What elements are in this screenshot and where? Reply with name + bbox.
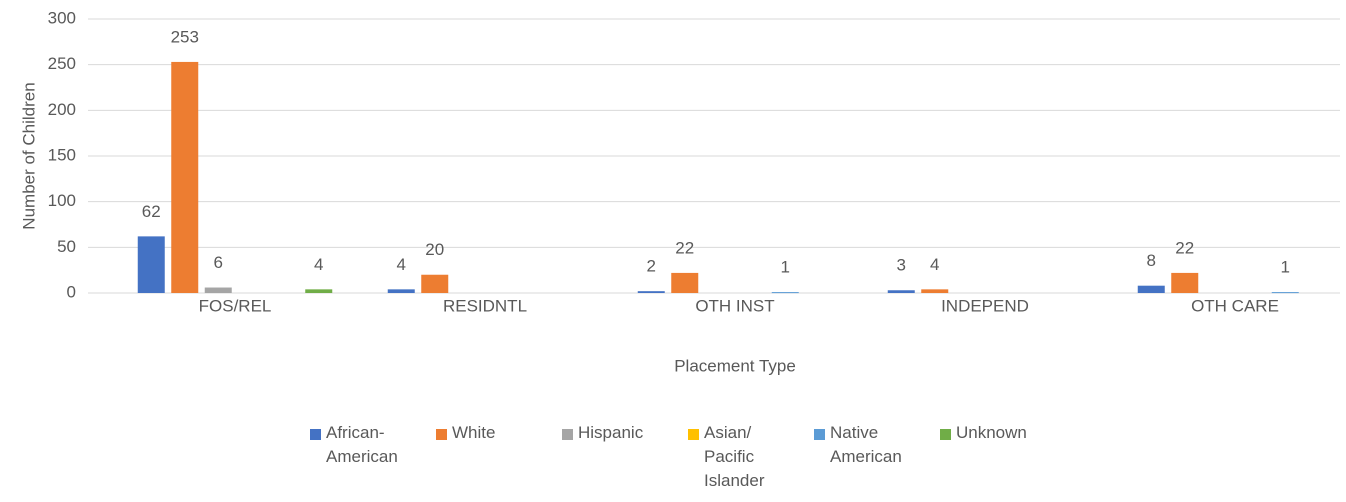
x-tick-label: RESIDNTL	[443, 296, 527, 315]
y-tick-label: 100	[48, 191, 76, 210]
legend-swatch	[562, 429, 573, 440]
legend-label: Asian/ Pacific Islander	[704, 423, 765, 490]
legend: African-American White Hispanic Asian/ Paci…	[310, 423, 1066, 493]
data-label: 253	[171, 27, 199, 46]
data-label: 4	[314, 255, 323, 274]
data-label: 4	[397, 255, 406, 274]
legend-item: White	[436, 423, 548, 493]
legend-label: Native American	[830, 423, 902, 466]
data-label: 20	[425, 240, 444, 259]
legend-label: Unknown	[956, 423, 1027, 442]
x-tick-label: OTH INST	[695, 296, 774, 315]
bar	[921, 289, 949, 293]
x-tick-label: FOS/REL	[199, 296, 272, 315]
data-label: 3	[897, 256, 906, 275]
legend-swatch	[814, 429, 825, 440]
bar	[137, 236, 165, 293]
legend-swatch	[310, 429, 321, 440]
legend-swatch	[688, 429, 699, 440]
y-tick-label: 250	[48, 54, 76, 73]
y-tick-label: 200	[48, 100, 76, 119]
legend-item: Asian/ Pacific Islander	[688, 423, 800, 493]
y-tick-label: 300	[48, 8, 76, 27]
bar	[637, 291, 665, 293]
data-label: 4	[930, 255, 939, 274]
legend-label: White	[452, 423, 496, 442]
data-label: 8	[1147, 251, 1156, 270]
x-axis-title: Placement Type	[674, 356, 796, 375]
x-tick-label: OTH CARE	[1191, 296, 1279, 315]
data-label: 2	[647, 257, 656, 276]
bar	[887, 290, 915, 293]
data-label: 1	[1281, 258, 1290, 277]
y-axis-title: Number of Children	[19, 82, 38, 229]
legend-item: Hispanic	[562, 423, 674, 493]
legend-swatch	[436, 429, 447, 440]
bar	[387, 289, 415, 293]
y-tick-label: 150	[48, 145, 76, 164]
bar	[1271, 292, 1299, 294]
data-label: 62	[142, 202, 161, 221]
y-tick-label: 0	[67, 282, 76, 301]
legend-item: African-American	[310, 423, 422, 493]
data-label: 1	[781, 258, 790, 277]
y-tick-label: 50	[57, 237, 76, 256]
legend-swatch	[940, 429, 951, 440]
bar	[305, 289, 333, 293]
data-label: 22	[1175, 238, 1194, 257]
bar	[771, 292, 799, 294]
data-label: 6	[214, 253, 223, 272]
bar	[1137, 285, 1165, 293]
bar	[671, 272, 699, 293]
legend-item: Unknown	[940, 423, 1052, 493]
legend-label: African-American	[326, 423, 398, 466]
bar	[204, 287, 232, 293]
bar	[421, 274, 449, 293]
data-label: 22	[675, 238, 694, 257]
bar	[171, 61, 199, 293]
legend-item: Native American	[814, 423, 926, 493]
legend-label: Hispanic	[578, 423, 644, 442]
x-tick-label: INDEPEND	[941, 296, 1029, 315]
bar	[1171, 272, 1199, 293]
chart: Placement Type Number of Children 0 50 100…	[19, 8, 1340, 375]
